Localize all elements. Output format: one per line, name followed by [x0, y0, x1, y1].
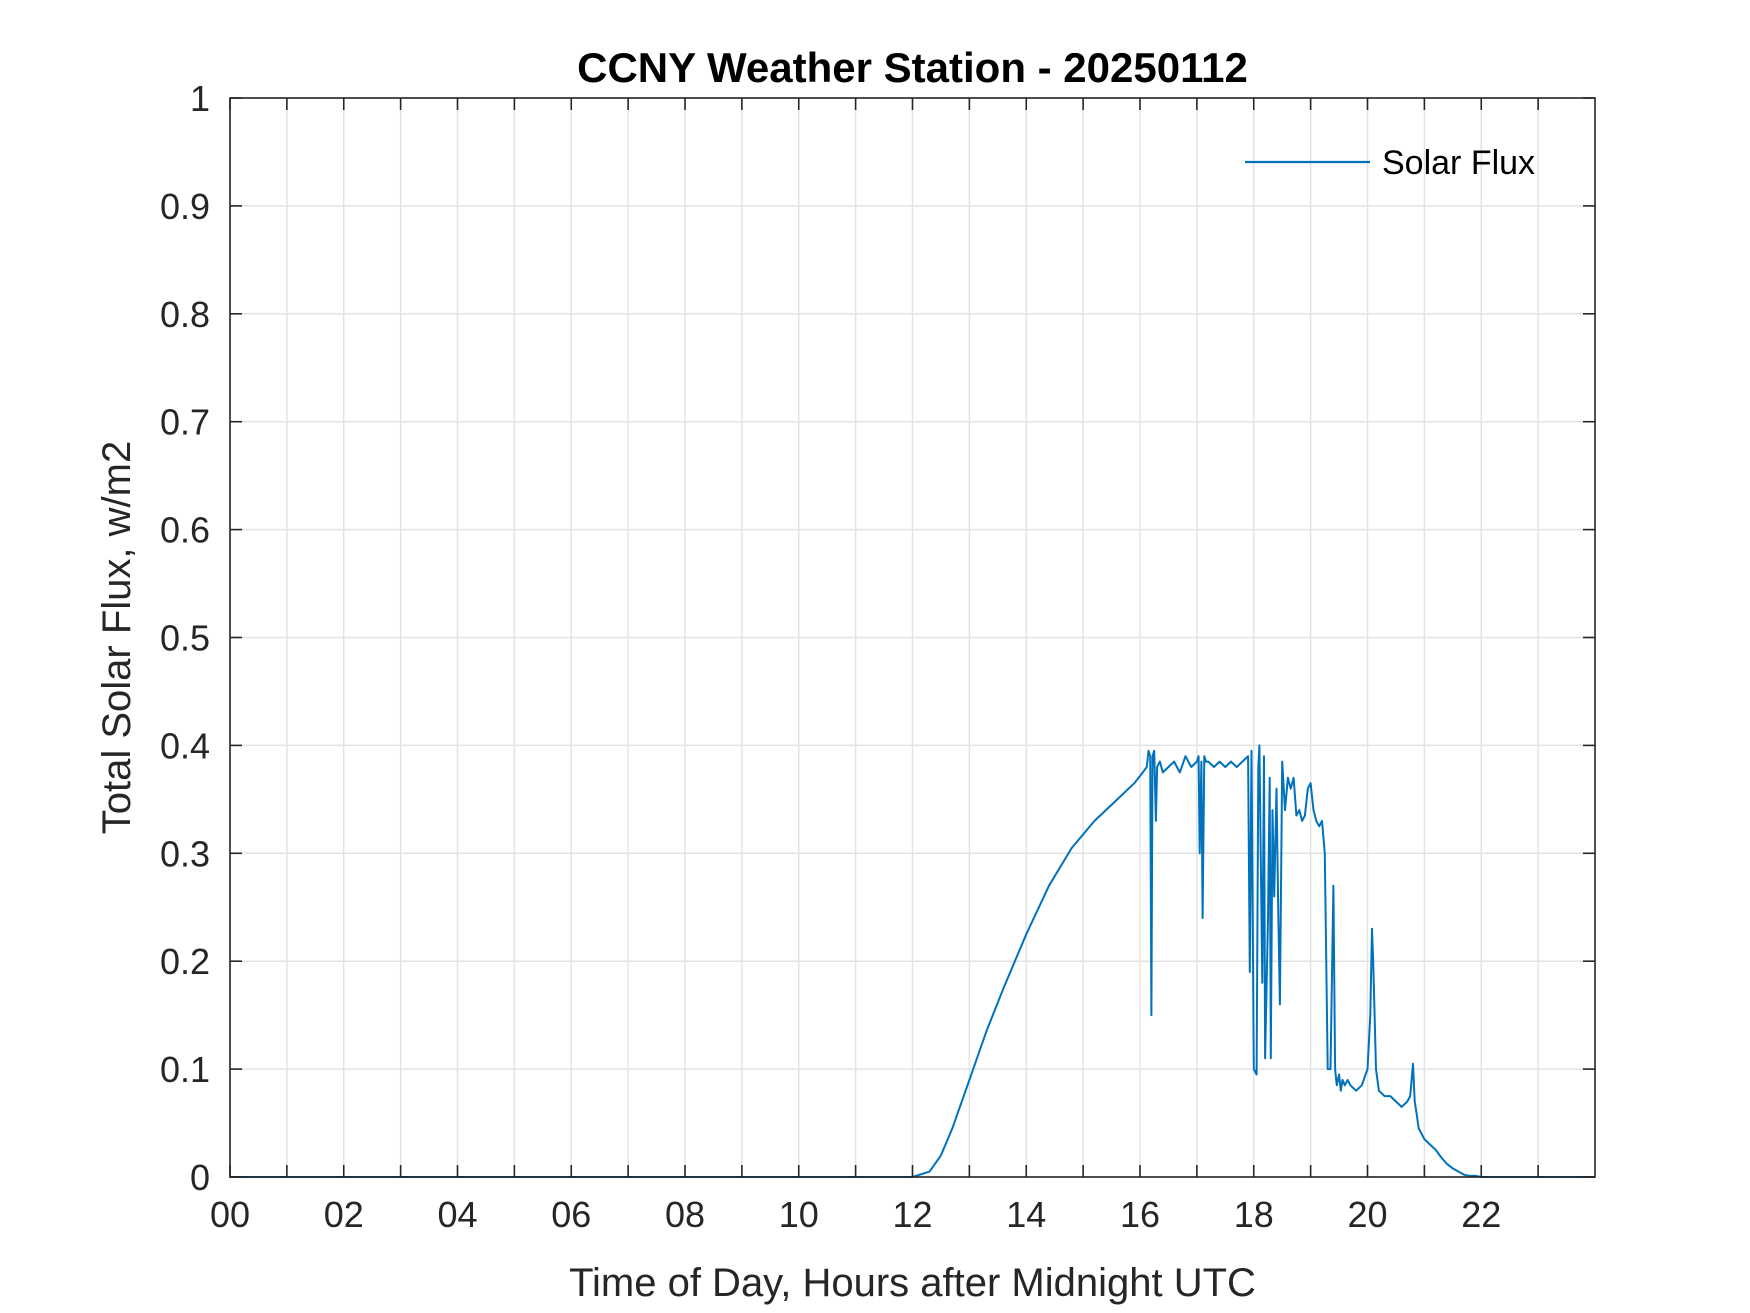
- legend: Solar Flux: [1245, 144, 1535, 182]
- y-tick-label: 0.6: [160, 510, 210, 551]
- x-tick-label: 12: [892, 1194, 932, 1235]
- x-tick-label: 04: [437, 1194, 477, 1235]
- legend-entry-solar-flux: Solar Flux: [1382, 144, 1535, 182]
- x-tick-label: 08: [665, 1194, 705, 1235]
- y-tick-label: 0.1: [160, 1049, 210, 1090]
- x-tick-label: 06: [551, 1194, 591, 1235]
- y-tick-label: 1: [190, 78, 210, 119]
- x-tick-label: 02: [324, 1194, 364, 1235]
- x-tick-label: 16: [1120, 1194, 1160, 1235]
- y-tick-label: 0: [190, 1157, 210, 1198]
- y-tick-label: 0.3: [160, 833, 210, 874]
- x-tick-label: 18: [1234, 1194, 1274, 1235]
- x-axis-label: Time of Day, Hours after Midnight UTC: [569, 1261, 1256, 1305]
- y-tick-label: 0.5: [160, 618, 210, 659]
- x-tick-label: 22: [1461, 1194, 1501, 1235]
- y-tick-label: 0.9: [160, 186, 210, 227]
- y-tick-labels: 0 0.1 0.2 0.3 0.4 0.5 0.6 0.7 0.8 0.9 1: [160, 78, 210, 1198]
- x-tick-label: 14: [1006, 1194, 1046, 1235]
- y-tick-label: 0.7: [160, 402, 210, 443]
- x-tick-label: 10: [779, 1194, 819, 1235]
- x-tick-label: 20: [1347, 1194, 1387, 1235]
- series-line-solar-flux: [230, 744, 1595, 1178]
- y-axis-label: Total Solar Flux, w/m2: [95, 441, 139, 834]
- x-tick-labels: 00 02 04 06 08 10 12 14 16 18 20 22: [210, 1194, 1501, 1235]
- y-tick-label: 0.8: [160, 294, 210, 335]
- y-tick-label: 0.4: [160, 725, 210, 766]
- series-layer: [230, 744, 1595, 1178]
- tick-marks: [229, 97, 1595, 1178]
- x-tick-label: 00: [210, 1194, 250, 1235]
- y-tick-label: 0.2: [160, 941, 210, 982]
- chart-title: CCNY Weather Station - 20250112: [577, 44, 1248, 91]
